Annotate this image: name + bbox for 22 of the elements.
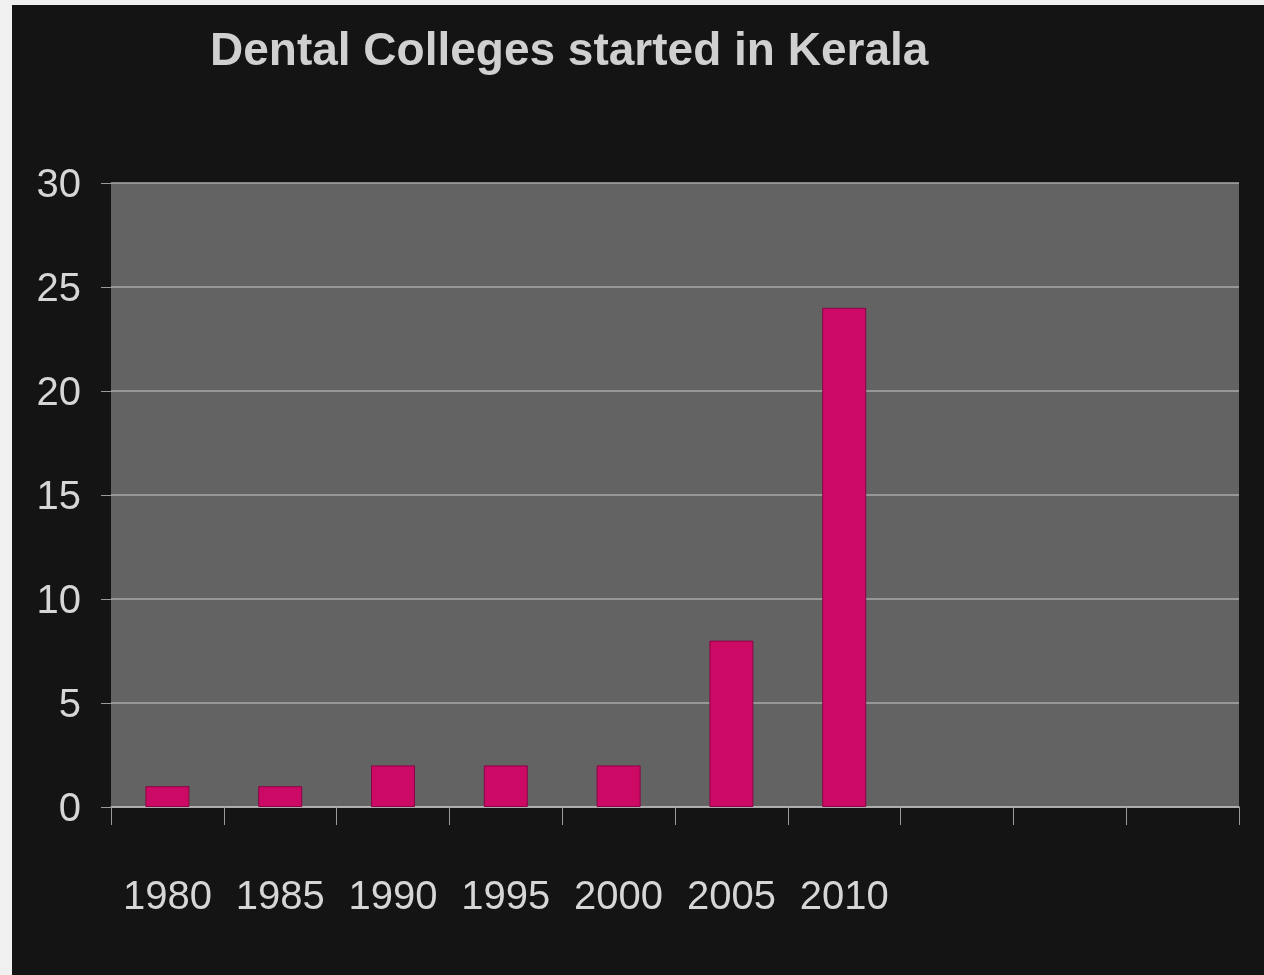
y-tick-label: 30 bbox=[36, 161, 81, 205]
bar bbox=[371, 765, 415, 807]
x-tick-label: 2000 bbox=[574, 873, 664, 917]
chart-title: Dental Colleges started in Kerala bbox=[210, 23, 929, 75]
bar bbox=[258, 786, 303, 807]
y-tick-label: 25 bbox=[36, 265, 81, 309]
bar bbox=[596, 765, 641, 807]
y-tick-label: 20 bbox=[36, 369, 81, 413]
y-tick-label: 10 bbox=[36, 577, 81, 621]
x-tick-label: 1980 bbox=[122, 873, 212, 917]
bar bbox=[709, 640, 754, 807]
x-tick-label: 1990 bbox=[348, 873, 438, 917]
y-tick-label: 0 bbox=[58, 785, 81, 829]
bar bbox=[483, 765, 528, 807]
x-tick-label: 2005 bbox=[686, 873, 776, 917]
bar bbox=[145, 786, 190, 807]
y-tick-label: 15 bbox=[36, 473, 81, 517]
x-tick-label: 1995 bbox=[461, 873, 551, 917]
y-tick-label: 5 bbox=[58, 681, 81, 725]
bar bbox=[822, 307, 867, 807]
x-tick-label: 2010 bbox=[799, 873, 889, 917]
x-tick-label: 1985 bbox=[235, 873, 325, 917]
